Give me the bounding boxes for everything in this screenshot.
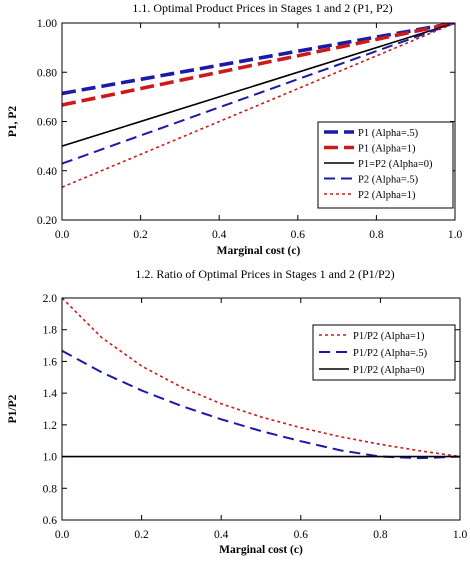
plot-frame — [61, 297, 461, 521]
chart-title: 1.2. Ratio of Optimal Prices in Stages 1… — [135, 267, 394, 281]
x-tick-label: 0.0 — [55, 229, 70, 241]
chart-price-ratio: 1.2. Ratio of Optimal Prices in Stages 1… — [7, 267, 467, 556]
y-tick-label: 1.6 — [43, 356, 58, 368]
series-line-3 — [62, 23, 455, 165]
x-axis-label: Marginal cost (c) — [219, 544, 303, 556]
x-tick-label: 1.0 — [448, 229, 463, 241]
x-tick-label: 0.4 — [214, 529, 229, 541]
chart-optimal-prices: 1.1. Optimal Product Prices in Stages 1 … — [7, 1, 462, 257]
legend-entry-1: P1/P2 (Alpha=.5) — [353, 348, 428, 359]
y-tick-label: 0.80 — [37, 67, 57, 79]
x-tick-label: 0.6 — [294, 529, 309, 541]
y-axis-label: P1, P2 — [7, 106, 19, 138]
legend-entry-4: P2 (Alpha=1) — [358, 190, 416, 201]
y-tick-label: 0.40 — [37, 166, 57, 178]
legend-entry-0: P1 (Alpha=.5) — [358, 128, 419, 139]
x-tick-label: 0.2 — [134, 529, 149, 541]
x-axis-label: Marginal cost (c) — [217, 245, 301, 257]
x-tick-label: 0.8 — [369, 229, 384, 241]
series-line-0 — [62, 298, 460, 458]
y-tick-label: 1.2 — [43, 420, 58, 432]
series-line-2 — [62, 23, 455, 147]
x-tick-label: 0.2 — [133, 229, 148, 241]
x-tick-label: 0.6 — [291, 229, 306, 241]
y-tick-label: 0.8 — [43, 483, 58, 495]
legend-entry-3: P2 (Alpha=.5) — [358, 175, 419, 186]
legend-box — [317, 121, 454, 209]
legend-entry-2: P1=P2 (Alpha=0) — [358, 159, 433, 170]
legend-entry-1: P1 (Alpha=1) — [358, 144, 416, 155]
y-axis-label: P1/P2 — [7, 394, 19, 423]
x-tick-label: 0.0 — [55, 529, 70, 541]
x-tick-label: 0.4 — [212, 229, 227, 241]
y-tick-label: 1.00 — [37, 18, 57, 30]
y-tick-label: 2.0 — [43, 293, 58, 305]
x-tick-label: 1.0 — [453, 529, 468, 541]
y-tick-label: 0.20 — [37, 215, 57, 227]
series-line-1 — [62, 23, 455, 107]
legend-entry-2: P1/P2 (Alpha=0) — [353, 365, 425, 376]
y-tick-label: 0.6 — [43, 515, 58, 527]
y-tick-label: 0.60 — [37, 117, 57, 129]
y-tick-label: 1.8 — [43, 325, 58, 337]
x-tick-label: 0.8 — [373, 529, 388, 541]
series-line-0 — [62, 23, 455, 96]
series-line-4 — [62, 23, 455, 188]
legend-entry-0: P1/P2 (Alpha=1) — [353, 331, 425, 342]
chart-title: 1.1. Optimal Product Prices in Stages 1 … — [132, 1, 392, 15]
y-tick-label: 1.4 — [43, 388, 58, 400]
y-tick-label: 1.0 — [43, 452, 58, 464]
